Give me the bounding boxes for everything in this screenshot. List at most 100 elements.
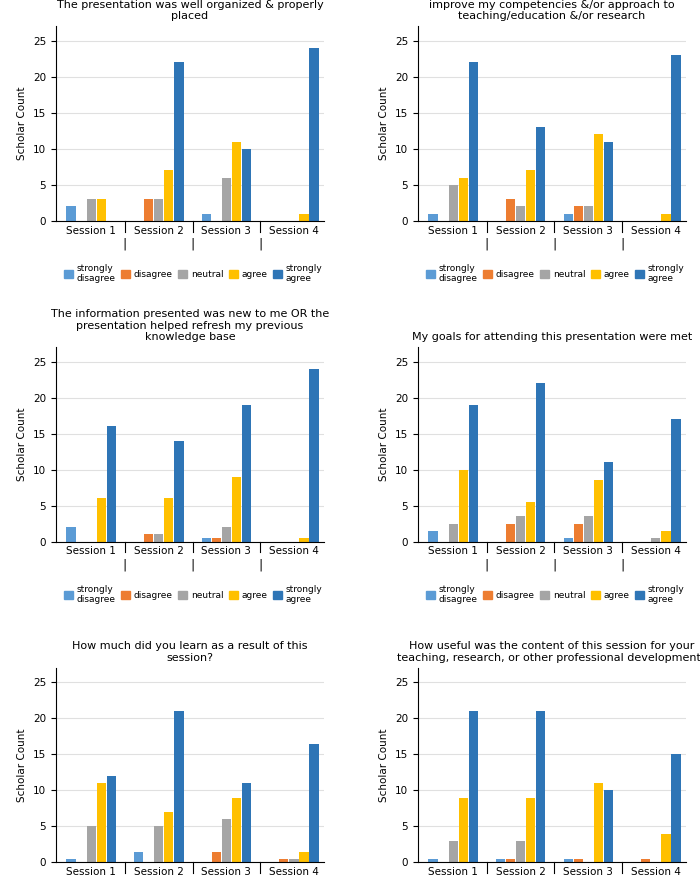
Text: |: |	[485, 879, 489, 880]
Bar	[603, 790, 613, 862]
Bar	[468, 62, 478, 221]
Bar	[651, 538, 660, 541]
Bar	[241, 149, 251, 221]
Text: |: |	[190, 558, 195, 571]
Bar	[594, 135, 603, 221]
Bar	[300, 538, 309, 541]
Bar	[449, 524, 458, 541]
Bar	[526, 502, 536, 541]
Title: The content of this presentation promoted change to
improve my competencies &/or: The content of this presentation promote…	[404, 0, 700, 21]
Bar	[594, 783, 603, 862]
Bar	[164, 812, 174, 862]
Title: How useful was the content of this session for your
teaching, research, or other: How useful was the content of this sessi…	[397, 642, 700, 663]
Bar	[309, 369, 318, 541]
Text: |: |	[552, 879, 557, 880]
Y-axis label: Scholar Count: Scholar Count	[18, 729, 27, 802]
Bar	[222, 527, 231, 541]
Bar	[573, 524, 583, 541]
Bar	[309, 744, 318, 862]
Bar	[164, 171, 174, 221]
Bar	[671, 419, 680, 541]
Legend: strongly
disagree, disagree, neutral, agree, strongly
agree: strongly disagree, disagree, neutral, ag…	[422, 581, 688, 608]
Bar	[662, 214, 671, 221]
Y-axis label: Scholar Count: Scholar Count	[379, 729, 389, 802]
Bar	[87, 826, 96, 862]
Bar	[536, 383, 545, 541]
Y-axis label: Scholar Count: Scholar Count	[379, 407, 389, 481]
Bar	[66, 207, 76, 221]
Bar	[506, 859, 515, 862]
Bar	[289, 859, 298, 862]
Bar	[516, 207, 525, 221]
Title: The information presented was new to me OR the
presentation helped refresh my pr: The information presented was new to me …	[51, 309, 329, 342]
Text: |: |	[123, 879, 127, 880]
Text: |: |	[485, 238, 489, 251]
Legend: strongly
disagree, disagree, neutral, agree, strongly
agree: strongly disagree, disagree, neutral, ag…	[422, 260, 688, 287]
Bar	[279, 859, 288, 862]
Bar	[66, 527, 76, 541]
Bar	[506, 199, 515, 221]
Bar	[573, 859, 583, 862]
Bar	[164, 498, 174, 541]
Bar	[573, 207, 583, 221]
Title: My goals for attending this presentation were met: My goals for attending this presentation…	[412, 333, 692, 342]
Bar	[526, 171, 536, 221]
Text: |: |	[258, 558, 262, 571]
Bar	[506, 524, 515, 541]
Bar	[144, 534, 153, 541]
Bar	[603, 142, 613, 221]
Text: |: |	[620, 558, 624, 571]
Bar	[468, 405, 478, 541]
Bar	[516, 517, 525, 541]
Text: |: |	[190, 238, 195, 251]
Bar	[134, 852, 143, 862]
Bar	[468, 711, 478, 862]
Title: The presentation was well organized & properly
placed: The presentation was well organized & pr…	[57, 0, 323, 21]
Bar	[458, 797, 468, 862]
Bar	[232, 477, 241, 541]
Bar	[662, 833, 671, 862]
Text: |: |	[620, 238, 624, 251]
Bar	[584, 517, 593, 541]
Title: How much did you learn as a result of this
session?: How much did you learn as a result of th…	[72, 642, 308, 663]
Bar	[300, 852, 309, 862]
Text: |: |	[620, 879, 624, 880]
Bar	[174, 711, 183, 862]
Bar	[106, 776, 116, 862]
Bar	[458, 178, 468, 221]
Legend: strongly
disagree, disagree, neutral, agree, strongly
agree: strongly disagree, disagree, neutral, ag…	[60, 260, 326, 287]
Bar	[154, 826, 163, 862]
Y-axis label: Scholar Count: Scholar Count	[379, 87, 389, 160]
Bar	[202, 538, 211, 541]
Bar	[564, 214, 573, 221]
Bar	[536, 128, 545, 221]
Legend: strongly
disagree, disagree, neutral, agree, strongly
agree: strongly disagree, disagree, neutral, ag…	[60, 581, 326, 608]
Text: |: |	[485, 558, 489, 571]
Y-axis label: Scholar Count: Scholar Count	[18, 407, 27, 481]
Bar	[662, 531, 671, 541]
Bar	[671, 754, 680, 862]
Bar	[449, 840, 458, 862]
Bar	[241, 783, 251, 862]
Text: |: |	[123, 238, 127, 251]
Bar	[87, 199, 96, 221]
Bar	[458, 470, 468, 541]
Bar	[202, 214, 211, 221]
Bar	[594, 480, 603, 541]
Bar	[211, 538, 221, 541]
Text: |: |	[190, 879, 195, 880]
Bar	[564, 538, 573, 541]
Bar	[232, 142, 241, 221]
Bar	[154, 199, 163, 221]
Bar	[428, 531, 438, 541]
Bar	[516, 840, 525, 862]
Bar	[97, 498, 106, 541]
Bar	[222, 819, 231, 862]
Text: |: |	[258, 238, 262, 251]
Bar	[174, 62, 183, 221]
Bar	[641, 859, 650, 862]
Bar	[300, 214, 309, 221]
Bar	[106, 427, 116, 541]
Bar	[144, 199, 153, 221]
Bar	[449, 185, 458, 221]
